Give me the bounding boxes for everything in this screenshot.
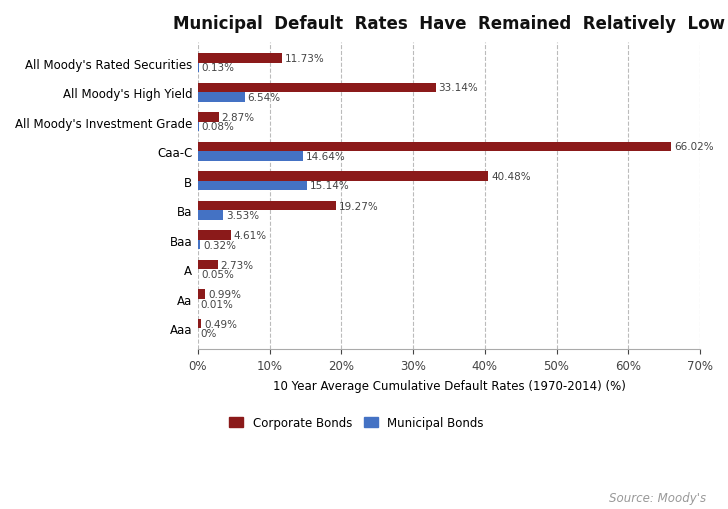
Bar bbox=[198, 93, 245, 102]
Text: 15.14%: 15.14% bbox=[309, 181, 349, 191]
Text: 0%: 0% bbox=[201, 328, 217, 338]
Bar bbox=[198, 240, 200, 250]
Bar bbox=[198, 319, 202, 329]
Bar bbox=[198, 143, 671, 152]
Text: 33.14%: 33.14% bbox=[438, 83, 478, 93]
Bar bbox=[198, 172, 488, 181]
Text: 40.48%: 40.48% bbox=[491, 172, 531, 182]
Bar bbox=[198, 202, 336, 211]
Bar bbox=[198, 83, 435, 93]
Text: 19.27%: 19.27% bbox=[339, 201, 379, 211]
Text: 11.73%: 11.73% bbox=[285, 54, 325, 64]
Bar bbox=[198, 54, 282, 64]
Text: 6.54%: 6.54% bbox=[248, 93, 281, 103]
Bar bbox=[198, 211, 223, 220]
Bar bbox=[198, 181, 306, 191]
Bar bbox=[198, 261, 218, 270]
Bar bbox=[198, 231, 231, 240]
X-axis label: 10 Year Average Cumulative Default Rates (1970-2014) (%): 10 Year Average Cumulative Default Rates… bbox=[272, 379, 625, 392]
Text: 3.53%: 3.53% bbox=[226, 211, 259, 220]
Text: 0.13%: 0.13% bbox=[202, 63, 234, 73]
Bar bbox=[198, 290, 205, 299]
Text: 0.32%: 0.32% bbox=[203, 240, 236, 250]
Text: 0.01%: 0.01% bbox=[201, 299, 234, 309]
Legend: Corporate Bonds, Municipal Bonds: Corporate Bonds, Municipal Bonds bbox=[229, 416, 484, 430]
Text: 0.99%: 0.99% bbox=[208, 290, 241, 300]
Text: 0.05%: 0.05% bbox=[201, 270, 234, 279]
Bar bbox=[198, 152, 303, 161]
Text: 0.49%: 0.49% bbox=[205, 319, 237, 329]
Bar bbox=[198, 64, 199, 73]
Text: 4.61%: 4.61% bbox=[234, 231, 267, 241]
Text: 66.02%: 66.02% bbox=[674, 142, 714, 152]
Title: Municipal  Default  Rates  Have  Remained  Relatively  Low: Municipal Default Rates Have Remained Re… bbox=[173, 15, 725, 33]
Bar bbox=[198, 113, 218, 123]
Text: 2.87%: 2.87% bbox=[221, 112, 255, 123]
Text: 2.73%: 2.73% bbox=[221, 260, 253, 270]
Text: Source: Moody's: Source: Moody's bbox=[609, 491, 706, 504]
Text: 0.08%: 0.08% bbox=[202, 122, 234, 132]
Text: 14.64%: 14.64% bbox=[306, 152, 346, 162]
